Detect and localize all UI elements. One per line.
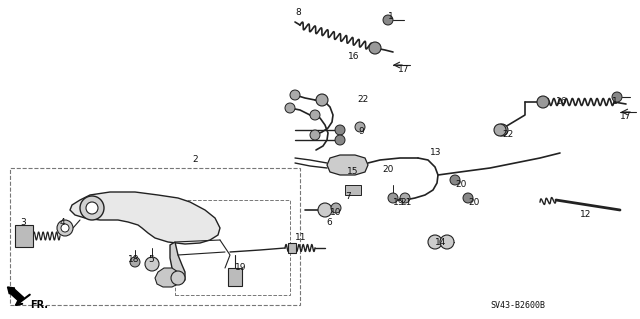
Bar xyxy=(345,185,361,195)
Circle shape xyxy=(57,220,73,236)
Text: 16: 16 xyxy=(556,97,568,106)
Circle shape xyxy=(612,92,622,102)
Text: 20: 20 xyxy=(455,180,467,189)
Bar xyxy=(228,268,242,286)
Circle shape xyxy=(145,257,159,271)
Text: 22: 22 xyxy=(357,95,368,104)
Circle shape xyxy=(86,202,98,214)
Circle shape xyxy=(331,203,341,213)
Text: 10: 10 xyxy=(330,208,342,217)
Text: 8: 8 xyxy=(295,8,301,17)
Text: 1: 1 xyxy=(388,12,394,21)
Circle shape xyxy=(494,124,506,136)
Circle shape xyxy=(335,125,345,135)
FancyArrow shape xyxy=(8,287,24,302)
Text: 20: 20 xyxy=(468,198,479,207)
Polygon shape xyxy=(155,268,180,287)
Polygon shape xyxy=(170,242,185,283)
Text: 11: 11 xyxy=(295,233,307,242)
Circle shape xyxy=(440,235,454,249)
Text: 16: 16 xyxy=(348,52,360,61)
Text: 17: 17 xyxy=(620,112,632,121)
Text: 5: 5 xyxy=(148,255,154,264)
Text: 18: 18 xyxy=(128,255,140,264)
Text: FR.: FR. xyxy=(30,300,48,310)
Text: 22: 22 xyxy=(502,130,513,139)
Text: SV43-B2600B: SV43-B2600B xyxy=(490,301,545,310)
Circle shape xyxy=(130,257,140,267)
Circle shape xyxy=(318,203,332,217)
Circle shape xyxy=(355,122,365,132)
Text: 6: 6 xyxy=(326,218,332,227)
Text: 15: 15 xyxy=(347,167,358,176)
Text: 13: 13 xyxy=(430,148,442,157)
Text: 14: 14 xyxy=(435,238,446,247)
Circle shape xyxy=(285,103,295,113)
Polygon shape xyxy=(70,192,220,244)
Circle shape xyxy=(310,130,320,140)
Circle shape xyxy=(383,15,393,25)
Bar xyxy=(10,168,300,305)
Circle shape xyxy=(537,96,549,108)
Circle shape xyxy=(450,175,460,185)
Circle shape xyxy=(316,94,328,106)
Text: 21: 21 xyxy=(400,198,412,207)
Circle shape xyxy=(463,193,473,203)
Text: 17: 17 xyxy=(398,65,410,74)
Circle shape xyxy=(310,110,320,120)
Bar xyxy=(288,243,296,253)
Circle shape xyxy=(400,193,410,203)
Polygon shape xyxy=(327,155,368,175)
Circle shape xyxy=(369,42,381,54)
Text: 1: 1 xyxy=(612,97,618,106)
Bar xyxy=(175,200,290,295)
Text: 3: 3 xyxy=(20,218,26,227)
Text: 12: 12 xyxy=(580,210,591,219)
Circle shape xyxy=(290,90,300,100)
Text: 20: 20 xyxy=(382,165,394,174)
Circle shape xyxy=(428,235,442,249)
Text: 9: 9 xyxy=(358,127,364,136)
Text: 19: 19 xyxy=(393,198,404,207)
Circle shape xyxy=(80,196,104,220)
Circle shape xyxy=(496,124,508,136)
Circle shape xyxy=(335,135,345,145)
Text: 4: 4 xyxy=(60,218,66,227)
Circle shape xyxy=(388,193,398,203)
Text: 19: 19 xyxy=(235,263,246,272)
Circle shape xyxy=(61,224,69,232)
Text: 2: 2 xyxy=(192,155,198,164)
Circle shape xyxy=(171,271,185,285)
Text: 7: 7 xyxy=(345,192,351,201)
Bar xyxy=(15,225,33,247)
